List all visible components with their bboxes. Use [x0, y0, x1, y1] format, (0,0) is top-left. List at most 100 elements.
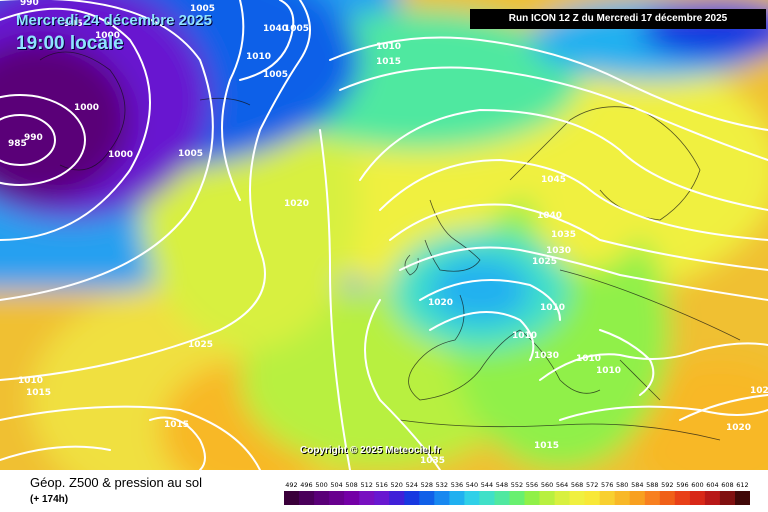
run-info: Run ICON 12 Z du Mercredi 17 décembre 20… — [470, 9, 766, 29]
legend-swatch — [629, 491, 646, 505]
legend-value: 496 — [300, 481, 312, 489]
legend-value: 560 — [541, 481, 553, 489]
legend-swatch — [735, 491, 750, 505]
geopotential-field — [0, 0, 768, 470]
isobar-label: 1010 — [576, 354, 601, 364]
isobar-label: 990 — [20, 0, 39, 8]
isobar-label: 1030 — [534, 351, 559, 361]
legend-value: 592 — [661, 481, 673, 489]
isobar-label: 1020 — [284, 199, 309, 209]
legend-swatch — [299, 491, 315, 505]
legend-swatch — [344, 491, 360, 505]
legend-swatch — [494, 491, 510, 505]
legend-swatch — [704, 491, 721, 505]
legend-swatch — [569, 491, 586, 505]
legend-swatch — [554, 491, 571, 505]
legend-value: 608 — [721, 481, 733, 489]
legend-value: 612 — [736, 481, 748, 489]
isobar-label: 1010 — [18, 376, 43, 386]
legend-swatch — [644, 491, 661, 505]
isobar-label: 1015 — [164, 420, 189, 430]
legend-value: 600 — [691, 481, 703, 489]
legend-value: 588 — [646, 481, 658, 489]
isobar-label: 1005 — [263, 70, 288, 80]
color-legend: 492 496 500 504 508 512 516 520 524 528 532 536 540 5… — [284, 481, 750, 505]
legend-swatch — [329, 491, 345, 505]
legend-swatch — [374, 491, 390, 505]
legend-swatch — [584, 491, 601, 505]
isobar-label: 1010 — [246, 52, 271, 62]
legend-value: 568 — [571, 481, 583, 489]
z500-map: 990 995 1000 1005 1010 1015 1020 1025 10… — [0, 0, 768, 470]
local-time: 19:00 locale — [16, 33, 124, 54]
legend-swatch — [674, 491, 691, 505]
isobar-label: 1000 — [74, 103, 99, 113]
isobar-label: 1020 — [726, 423, 751, 433]
legend-value: 604 — [706, 481, 718, 489]
legend-swatch — [539, 491, 555, 505]
isobar-label: 1015 — [26, 388, 51, 398]
legend-value: 580 — [616, 481, 628, 489]
legend-value: 536 — [451, 481, 463, 489]
isobar-label: 1005 — [178, 149, 203, 159]
legend-value: 524 — [406, 481, 418, 489]
legend-swatch — [479, 491, 495, 505]
isobar-label: 1030 — [546, 246, 571, 256]
legend-value: 548 — [496, 481, 508, 489]
legend-value: 512 — [360, 481, 372, 489]
legend-value: 492 — [285, 481, 297, 489]
isobar-label: 1010 — [512, 331, 537, 341]
legend-swatch — [359, 491, 375, 505]
isobar-label: 1035 — [551, 230, 576, 240]
lead-time: (+ 174h) — [30, 494, 69, 505]
legend-value: 544 — [481, 481, 493, 489]
isobar-label: 1025 — [750, 386, 768, 396]
legend-value: 528 — [421, 481, 433, 489]
isobar-label: 1005 — [284, 24, 309, 34]
legend-value: 508 — [345, 481, 357, 489]
legend-value: 504 — [330, 481, 342, 489]
isobar-label: 1025 — [532, 257, 557, 267]
legend-swatch — [389, 491, 405, 505]
isobar-label: 1015 — [376, 57, 401, 67]
legend-value: 596 — [676, 481, 688, 489]
isobar-label: 1010 — [596, 366, 621, 376]
isobar-labels: 990 995 1000 1005 1010 1015 1020 1025 10… — [8, 0, 768, 466]
legend-swatch — [284, 491, 300, 505]
legend-swatch — [404, 491, 420, 505]
isobar-label: 1005 — [190, 4, 215, 14]
isobar-label: 1015 — [534, 441, 559, 451]
legend-swatch — [419, 491, 435, 505]
isobar-label: 1000 — [95, 31, 120, 41]
isobar-label: 1010 — [376, 42, 401, 52]
isobar-label: 990 — [24, 133, 43, 143]
isobar-label: 1040 — [537, 211, 562, 221]
legend-swatch — [449, 491, 465, 505]
legend-swatch — [434, 491, 450, 505]
isobar-label: 1020 — [428, 298, 453, 308]
legend-swatch — [659, 491, 676, 505]
isobar-label: 1025 — [188, 340, 213, 350]
legend-swatch — [719, 491, 736, 505]
isobar-label: 1040 — [263, 24, 288, 34]
legend-value: 556 — [526, 481, 538, 489]
legend-swatch — [524, 491, 540, 505]
isobar-label: 1000 — [108, 150, 133, 160]
legend-swatch — [464, 491, 480, 505]
legend-value: 552 — [511, 481, 523, 489]
legend-value: 540 — [466, 481, 478, 489]
legend-swatch — [509, 491, 525, 505]
legend-value: 516 — [375, 481, 387, 489]
isobar-label: 995 — [64, 19, 83, 29]
isobar-label: 1045 — [541, 175, 566, 185]
isobar-label: 985 — [8, 139, 27, 149]
isobars — [0, 0, 768, 470]
legend-value: 520 — [390, 481, 402, 489]
legend-swatch — [614, 491, 631, 505]
legend-value: 572 — [586, 481, 598, 489]
legend-value: 584 — [631, 481, 643, 489]
isobar-label: 1035 — [420, 456, 445, 466]
legend-value: 564 — [556, 481, 568, 489]
isobar-label: 1010 — [540, 303, 565, 313]
